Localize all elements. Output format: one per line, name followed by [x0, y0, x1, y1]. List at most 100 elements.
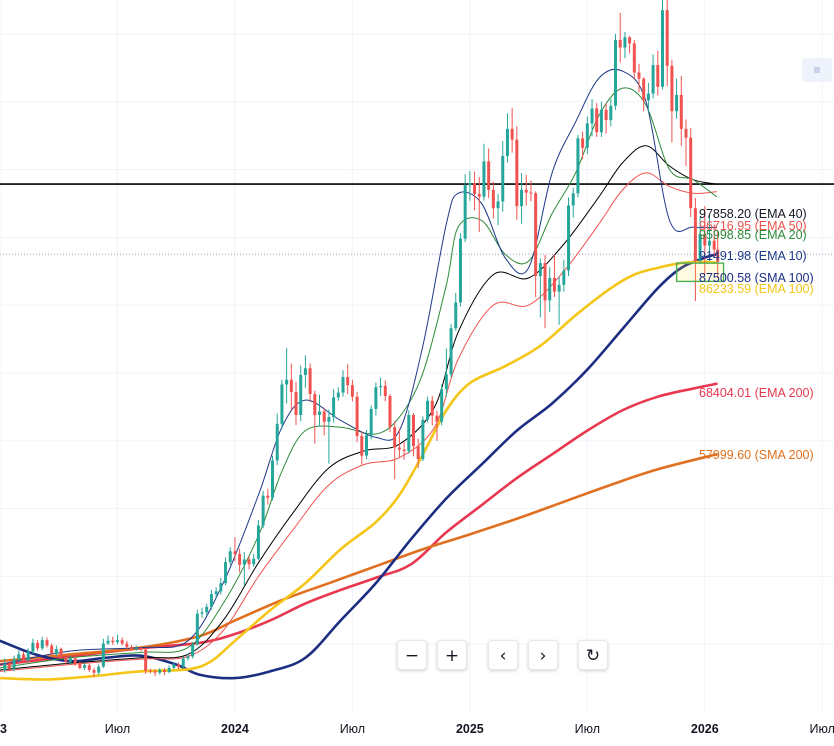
candle-body	[181, 658, 185, 668]
candle-body	[430, 400, 434, 416]
candle-body	[571, 193, 575, 206]
candle	[144, 648, 148, 675]
candle	[515, 126, 519, 220]
candle-body	[45, 640, 49, 646]
highlight-box-rect	[675, 262, 725, 283]
candle	[87, 663, 91, 672]
candle-body	[670, 65, 674, 112]
candle	[92, 667, 96, 678]
candle-body	[435, 415, 439, 422]
candle	[505, 113, 509, 163]
candle	[374, 382, 378, 416]
candle	[524, 174, 528, 206]
candle-body	[59, 648, 63, 658]
candle	[716, 229, 720, 279]
candle	[538, 258, 542, 318]
candle-body	[576, 138, 580, 194]
candle	[355, 391, 359, 443]
candle	[628, 35, 632, 54]
candle-body	[393, 427, 397, 448]
corner-widget[interactable]	[802, 58, 832, 82]
candle	[698, 216, 702, 264]
candle-body	[308, 368, 312, 394]
candle	[31, 638, 35, 654]
candle	[552, 254, 556, 298]
series-label-ema-50: 96716.95 (EMA 50)	[699, 219, 807, 233]
candle	[491, 181, 495, 219]
zoom-out-button[interactable]: −	[397, 640, 427, 670]
candle	[595, 103, 599, 137]
candle	[581, 131, 585, 160]
candle-body	[177, 664, 181, 668]
candle	[130, 644, 134, 651]
series-line-ema-100	[0, 260, 718, 681]
scroll-left-button[interactable]: ‹	[488, 640, 518, 670]
candle-body	[303, 368, 307, 375]
candle	[111, 636, 115, 645]
price-levels	[0, 183, 834, 255]
candle-body	[585, 123, 589, 148]
candle	[252, 554, 256, 567]
series-label-sma-200: 57999.60 (SMA 200)	[699, 448, 814, 462]
candle	[261, 490, 265, 529]
candle-body	[21, 654, 25, 661]
candle	[369, 405, 373, 440]
candle	[332, 389, 336, 423]
candle-body	[101, 643, 105, 667]
candle	[487, 148, 491, 199]
candle	[294, 381, 298, 426]
candle	[256, 520, 260, 561]
candle-body	[604, 109, 608, 121]
candle-body	[106, 640, 110, 644]
candle	[693, 198, 697, 302]
candle	[585, 116, 589, 154]
candle-body	[374, 387, 378, 409]
candle-body	[191, 644, 195, 657]
candle-body	[280, 384, 284, 424]
candle	[411, 412, 415, 457]
candle-body	[87, 665, 91, 670]
series-label-ema-20: 95998.85 (EMA 20)	[699, 228, 807, 242]
candle-body	[275, 423, 279, 461]
candle-body	[529, 192, 533, 194]
zoom-in-button[interactable]: +	[437, 640, 467, 670]
reset-chart-button[interactable]: ↻	[578, 640, 608, 670]
scroll-right-button[interactable]: ›	[528, 640, 558, 670]
candle-body	[360, 436, 364, 456]
candles	[3, 0, 720, 678]
candle	[656, 50, 660, 96]
candle-body	[341, 377, 345, 393]
candle	[177, 662, 181, 670]
candle-body	[153, 671, 157, 673]
candle	[444, 348, 448, 397]
candle	[604, 103, 608, 134]
candle-body	[50, 645, 54, 654]
candle-body	[628, 37, 632, 44]
candle-body	[242, 559, 246, 565]
candle-body	[632, 43, 636, 73]
candle-body	[496, 201, 500, 209]
candle	[50, 643, 54, 656]
candle-body	[369, 408, 373, 436]
candle-body	[68, 658, 72, 662]
candle	[106, 635, 110, 645]
candle	[228, 547, 232, 565]
candle	[712, 224, 716, 258]
candle-body	[139, 648, 143, 650]
moving-averages	[0, 68, 718, 681]
candle-body	[689, 137, 693, 209]
candle-body	[609, 105, 613, 121]
candle-body	[473, 183, 477, 194]
candle	[195, 609, 199, 646]
candle-body	[322, 411, 326, 422]
candle	[496, 193, 500, 226]
candle	[242, 551, 246, 586]
x-axis: 3 Июл 2024 Июл 2025 Июл 2026 Июл	[0, 722, 834, 736]
candle-body	[614, 40, 618, 106]
candle	[402, 442, 406, 460]
candle-body	[661, 10, 665, 87]
candle	[54, 645, 58, 657]
candle-body	[167, 667, 171, 672]
